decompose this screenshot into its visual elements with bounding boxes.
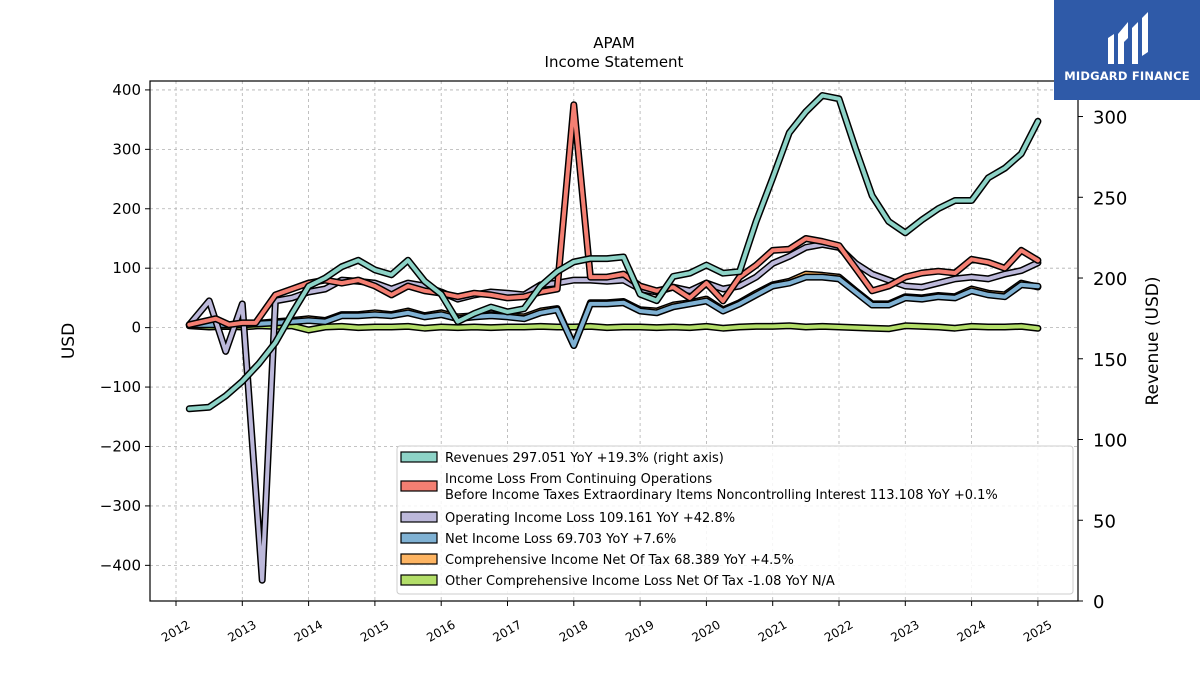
y-tick-label-right: 50: [1093, 511, 1116, 532]
legend-label: Operating Income Loss 109.161 YoY +42.8%: [445, 511, 735, 526]
series-line-5: [185, 92, 1042, 413]
legend-box: [396, 445, 1074, 595]
y-tick-label-left: 100: [112, 259, 141, 277]
y-tick-label-right: 150: [1093, 350, 1127, 371]
y-tick-label-right: 300: [1093, 108, 1127, 129]
midgard-logo-icon: [1108, 12, 1148, 64]
x-tick-label: 2016: [424, 617, 457, 644]
y-tick-label-left: −400: [100, 556, 141, 574]
legend-swatch: [400, 574, 438, 586]
x-tick-label: 2025: [1021, 617, 1054, 644]
legend-swatch: [400, 511, 438, 523]
y-tick-label-left: −300: [100, 497, 141, 515]
series-outline: [185, 92, 1042, 413]
x-tick-label: 2013: [225, 617, 258, 644]
legend-swatch: [400, 451, 438, 463]
y-tick-label-right: 200: [1093, 269, 1127, 290]
brand-name: MIDGARD FINANCE: [1064, 69, 1190, 83]
x-tick-label: 2023: [888, 617, 921, 644]
legend-label: Net Income Loss 69.703 YoY +7.6%: [445, 532, 676, 547]
series-layer: [185, 92, 1042, 584]
x-tick-label: 2015: [358, 617, 391, 644]
x-tick-label: 2020: [689, 617, 722, 644]
x-tick-label: 2019: [623, 617, 656, 644]
series-stroke: [187, 275, 1040, 348]
y-axis-label-left: USD: [59, 323, 79, 359]
x-tick-label: 2022: [822, 617, 855, 644]
legend-label: Income Loss From Continuing Operations: [445, 472, 712, 487]
legend-swatch: [400, 553, 438, 565]
y-tick-label-right: 250: [1093, 188, 1127, 209]
y-tick-label-left: 0: [131, 319, 141, 337]
y-tick-label-left: −100: [100, 378, 141, 396]
x-tick-label: 2021: [756, 617, 789, 644]
chart-subtitle: Income Statement: [545, 53, 684, 71]
x-tick-label: 2014: [292, 617, 325, 644]
y-tick-label-right: 100: [1093, 431, 1127, 452]
legend-label: Revenues 297.051 YoY +19.3% (right axis): [445, 451, 724, 466]
x-tick-label: 2024: [955, 617, 988, 644]
y-tick-label-right: 0: [1093, 592, 1104, 613]
legend-label-line2: Before Income Taxes Extraordinary Items …: [445, 488, 998, 503]
legend-swatch: [400, 480, 438, 492]
legend: Revenues 297.051 YoY +19.3% (right axis)…: [396, 445, 1074, 595]
series-stroke: [187, 323, 1040, 332]
legend-swatch: [400, 532, 438, 544]
series-stroke: [187, 93, 1040, 411]
chart-title: APAM: [593, 34, 635, 52]
plot-frame: [149, 80, 1079, 602]
y-tick-label-left: 300: [112, 140, 141, 158]
x-tick-label: 2017: [491, 617, 524, 644]
legend-label: Other Comprehensive Income Loss Net Of T…: [445, 574, 835, 589]
series-line-4: [185, 322, 1042, 334]
legend-label: Comprehensive Income Net Of Tax 68.389 Y…: [445, 553, 794, 568]
x-tick-label: 2018: [557, 617, 590, 644]
y-tick-label-left: −200: [100, 437, 141, 455]
y-axis-label-right: Revenue (USD): [1143, 276, 1163, 405]
x-tick-label: 2012: [159, 617, 192, 644]
brand-logo: MIDGARD FINANCE: [1054, 0, 1200, 100]
series-line-2: [185, 273, 1042, 349]
y-tick-label-left: 400: [112, 81, 141, 99]
y-tick-label-left: 200: [112, 200, 141, 218]
